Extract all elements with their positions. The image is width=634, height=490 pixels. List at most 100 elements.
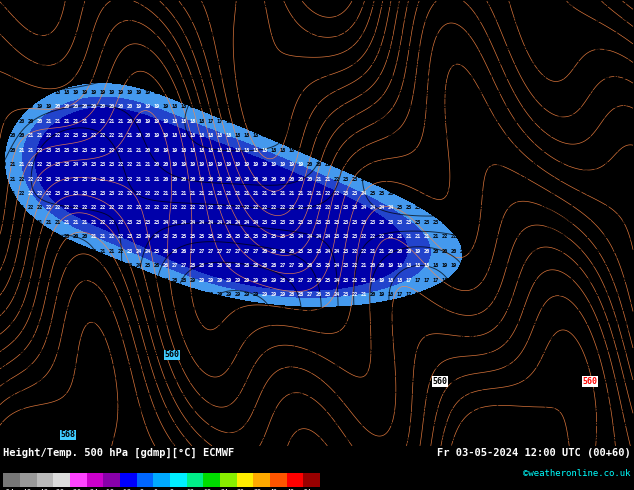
Text: 20: 20: [91, 249, 97, 254]
Text: 22: 22: [532, 393, 538, 398]
Text: 18: 18: [181, 119, 187, 123]
Text: 21: 21: [28, 220, 34, 225]
Text: 15: 15: [622, 176, 628, 181]
Text: 22: 22: [289, 205, 295, 210]
Text: 21: 21: [334, 133, 340, 138]
Text: 24: 24: [532, 263, 538, 268]
Text: 15: 15: [568, 162, 574, 167]
Text: 26: 26: [316, 321, 322, 326]
Text: 15: 15: [604, 133, 610, 138]
Text: 23: 23: [334, 220, 340, 225]
Text: 15: 15: [91, 47, 97, 51]
Text: 23: 23: [343, 336, 349, 341]
Text: 25: 25: [145, 307, 151, 312]
Text: 20: 20: [28, 278, 34, 283]
Text: 19: 19: [532, 205, 538, 210]
Text: 27: 27: [352, 408, 358, 413]
Text: 20: 20: [532, 61, 538, 66]
Text: 27: 27: [289, 365, 295, 369]
Text: 20: 20: [28, 119, 34, 123]
Text: 19: 19: [307, 18, 313, 23]
Text: 29: 29: [262, 350, 268, 355]
Text: 23: 23: [82, 176, 88, 181]
Text: 23: 23: [559, 408, 565, 413]
Text: 18: 18: [244, 3, 250, 8]
Text: 26: 26: [622, 321, 628, 326]
Text: 21: 21: [361, 307, 367, 312]
Text: 28: 28: [154, 437, 160, 441]
Text: 28: 28: [406, 162, 412, 167]
Text: 29: 29: [100, 408, 106, 413]
Text: 16: 16: [28, 18, 34, 23]
Text: 29: 29: [37, 437, 43, 441]
Text: 20: 20: [586, 61, 592, 66]
Text: 24: 24: [361, 176, 367, 181]
Text: 16: 16: [406, 47, 412, 51]
Text: 22: 22: [496, 220, 502, 225]
Text: 22: 22: [91, 133, 97, 138]
Text: 27: 27: [280, 379, 286, 384]
Text: 28: 28: [190, 263, 196, 268]
Text: 17: 17: [586, 220, 592, 225]
Text: 21: 21: [19, 278, 25, 283]
Text: 19: 19: [388, 321, 394, 326]
Text: 23: 23: [541, 249, 547, 254]
Text: 28: 28: [442, 437, 448, 441]
Text: 29: 29: [46, 393, 52, 398]
Text: 25: 25: [586, 408, 592, 413]
Text: 15: 15: [73, 18, 79, 23]
Text: 20: 20: [433, 249, 439, 254]
Text: 20: 20: [37, 119, 43, 123]
Text: 23: 23: [352, 234, 358, 239]
Text: 18: 18: [226, 47, 232, 51]
Text: 21: 21: [361, 263, 367, 268]
Text: 18: 18: [190, 75, 196, 80]
Text: 25: 25: [190, 379, 196, 384]
Text: 26: 26: [55, 350, 61, 355]
Text: 29: 29: [37, 408, 43, 413]
Text: 17: 17: [415, 307, 421, 312]
Text: 18: 18: [10, 3, 16, 8]
Text: 20: 20: [478, 90, 484, 95]
Text: 16: 16: [604, 119, 610, 123]
Text: 21: 21: [622, 3, 628, 8]
Text: 29: 29: [226, 336, 232, 341]
Text: 26: 26: [550, 321, 556, 326]
Text: 22: 22: [568, 3, 574, 8]
Text: 24: 24: [523, 336, 529, 341]
Text: 15: 15: [64, 18, 70, 23]
Text: 22: 22: [487, 205, 493, 210]
Text: 16: 16: [559, 119, 565, 123]
Text: 26: 26: [595, 393, 601, 398]
Text: 20: 20: [10, 147, 16, 152]
Text: 17: 17: [226, 104, 232, 109]
Text: 28: 28: [352, 422, 358, 427]
Text: 23: 23: [100, 321, 106, 326]
Text: 22: 22: [28, 191, 34, 196]
Text: 20: 20: [514, 205, 520, 210]
Text: 22: 22: [136, 191, 142, 196]
Text: 18: 18: [136, 61, 142, 66]
Text: 22: 22: [73, 321, 79, 326]
Text: 24: 24: [73, 162, 79, 167]
Text: 27: 27: [298, 365, 304, 369]
Text: 18: 18: [271, 90, 277, 95]
Text: 29: 29: [1, 422, 7, 427]
Text: 20: 20: [505, 32, 511, 37]
Text: 24: 24: [118, 336, 124, 341]
Text: 19: 19: [280, 47, 286, 51]
Text: 25: 25: [325, 393, 331, 398]
Text: 21: 21: [424, 234, 430, 239]
Text: 28: 28: [280, 350, 286, 355]
Text: 19: 19: [514, 176, 520, 181]
Text: 17: 17: [28, 75, 34, 80]
Text: 21: 21: [523, 18, 529, 23]
Text: 27: 27: [163, 437, 169, 441]
Text: 20: 20: [514, 47, 520, 51]
Text: 17: 17: [46, 75, 52, 80]
Text: 22: 22: [622, 278, 628, 283]
Text: 29: 29: [244, 278, 250, 283]
Text: 23: 23: [127, 278, 133, 283]
Text: 20: 20: [190, 176, 196, 181]
Text: 28: 28: [181, 321, 187, 326]
